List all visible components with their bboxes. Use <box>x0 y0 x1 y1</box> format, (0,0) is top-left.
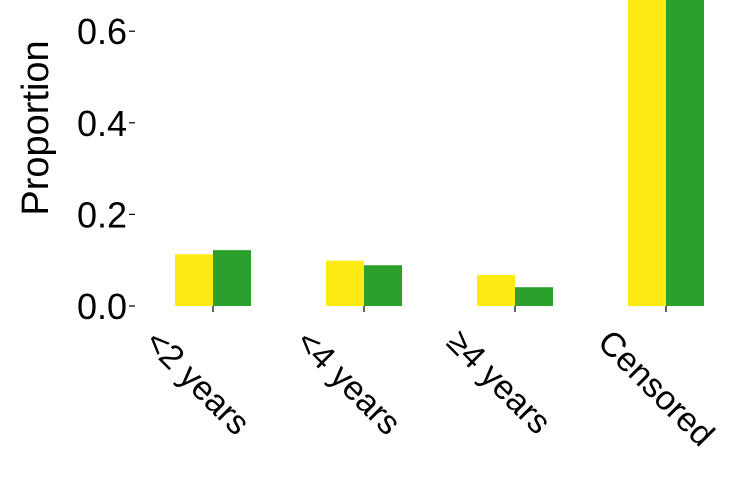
y-tick-label: 0.6 <box>77 11 127 52</box>
bars <box>175 0 704 306</box>
bar-series-2-0 <box>213 250 251 306</box>
bar-series-2-3 <box>666 0 704 306</box>
y-tick-label: 0.4 <box>77 103 127 144</box>
bar-series-1-0 <box>175 254 213 306</box>
bar-series-2-2 <box>515 287 553 306</box>
x-tick-label: ≥4 years <box>439 323 558 442</box>
y-axis-title: Proportion <box>15 40 57 215</box>
bar-series-1-3 <box>628 0 666 306</box>
bar-series-1-1 <box>326 260 364 306</box>
y-tick-label: 0.0 <box>77 286 127 327</box>
y-axis: 0.0 0.2 0.4 0.6 <box>77 11 135 327</box>
x-axis: <2 years <4 years ≥4 years Censored <box>137 306 721 454</box>
bar-series-2-1 <box>364 265 402 306</box>
x-tick-label: Censored <box>590 323 721 454</box>
x-tick-label: <4 years <box>288 323 408 443</box>
x-tick-label: <2 years <box>137 323 257 443</box>
y-tick-label: 0.2 <box>77 194 127 235</box>
bar-series-1-2 <box>477 274 515 306</box>
